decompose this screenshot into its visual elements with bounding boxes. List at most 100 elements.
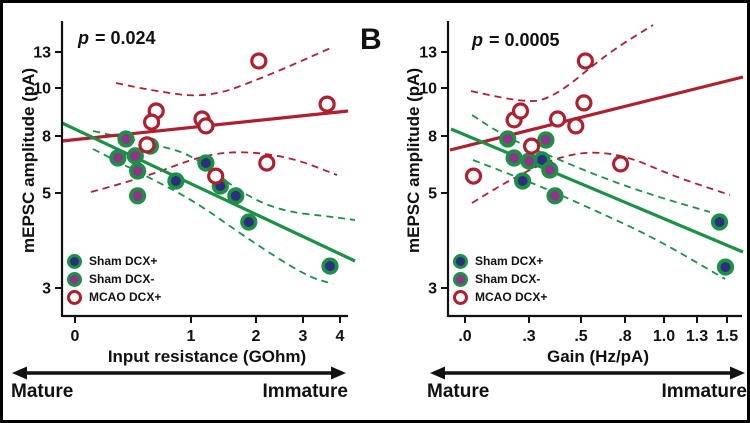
legend-item: Sham DCX+ <box>453 253 547 269</box>
legend-item: MCAO DCX+ <box>67 289 161 305</box>
x-tick-label: .3 <box>522 328 535 345</box>
data-point-sham-dcx- <box>520 152 538 170</box>
legend-item: Sham DCX+ <box>67 253 161 269</box>
data-point-mcao-dcx- <box>143 113 161 131</box>
data-point-sham-dcx- <box>240 213 258 231</box>
mature-label-b: Mature <box>427 381 490 402</box>
confidence-band-green <box>471 114 711 213</box>
data-point-sham-dcx- <box>126 147 144 165</box>
x-axis-title-a: Input resistance (GOhm) <box>107 347 307 366</box>
p-value-text: = 0.0005 <box>484 30 560 50</box>
y-tick-label: 10 <box>33 81 51 98</box>
legend-b: Sham DCX+ Sham DCX- MCAO DCX+ <box>453 253 547 305</box>
x-tick-label: 3 <box>299 328 308 345</box>
data-point-sham-dcx- <box>167 172 185 190</box>
x-tick-label: 1.5 <box>716 328 738 345</box>
immature-label-a: Immature <box>262 381 348 402</box>
y-tick-label: 10 <box>419 81 437 98</box>
chart-canvas: 0 1 2 3 4 3 5 8 10 13 .0 .3 .5 .8 1.0 1.3 1.5 3 5 8 10 13 <box>12 21 745 380</box>
legend-label: MCAO DCX+ <box>475 290 548 304</box>
arrow-head-left <box>430 366 445 380</box>
data-point-sham-dcx- <box>537 131 555 149</box>
y-axis-title-b: mEPSC amplitude (pA) <box>404 67 423 253</box>
x-tick-label: 1.0 <box>653 328 675 345</box>
data-point-sham-dcx- <box>227 187 245 205</box>
mcao-dcx-plus-marker-icon <box>67 289 82 305</box>
sham-dcx-minus-marker-icon <box>67 271 82 287</box>
confidence-band-green <box>92 148 334 285</box>
arrow-head-right <box>730 366 745 380</box>
sham-dcx-plus-marker-icon <box>67 253 82 269</box>
y-tick-label: 3 <box>42 281 51 298</box>
data-point-sham-dcx- <box>197 154 215 172</box>
regression-line-green <box>61 121 356 263</box>
data-point-sham-dcx- <box>546 187 564 205</box>
data-point-mcao-dcx- <box>138 136 156 154</box>
mcao-dcx-plus-marker-icon <box>453 289 468 305</box>
legend-item: MCAO DCX+ <box>453 289 547 305</box>
x-tick-label: 4 <box>336 328 345 345</box>
arrow-head-right <box>331 366 346 380</box>
data-point-sham-dcx- <box>505 149 523 167</box>
x-tick-label: 0 <box>71 328 80 345</box>
data-point-mcao-dcx- <box>548 110 567 128</box>
confidence-band-red <box>470 24 654 102</box>
x-tick-label: 2 <box>252 328 261 345</box>
p-symbol: p <box>472 30 483 50</box>
data-point-mcao-dcx- <box>464 167 483 185</box>
data-point-sham-dcx- <box>541 161 559 179</box>
data-point-mcao-dcx- <box>258 154 276 172</box>
data-point-sham-dcx- <box>109 149 127 167</box>
data-point-mcao-dcx- <box>197 117 215 135</box>
legend-label: Sham DCX+ <box>89 254 158 268</box>
legend-label: Sham DCX- <box>89 272 155 286</box>
data-point-sham-dcx- <box>513 172 532 190</box>
legend-item: Sham DCX- <box>67 271 161 287</box>
regression-line-green <box>450 127 744 254</box>
data-point-mcao-dcx- <box>250 52 268 70</box>
data-point-sham-dcx- <box>117 130 135 148</box>
x-tick-label: 1 <box>187 328 196 345</box>
x-axis-title-b: Gain (Hz/pA) <box>547 347 649 366</box>
sham-dcx-plus-marker-icon <box>453 253 468 269</box>
data-point-sham-dcx- <box>499 130 517 148</box>
regression-line-red <box>449 75 744 152</box>
x-tick-label: .5 <box>574 328 587 345</box>
sham-dcx-minus-marker-icon <box>453 271 468 287</box>
confidence-band-red <box>90 151 338 193</box>
data-point-mcao-dcx- <box>575 94 593 112</box>
data-point-sham-dcx- <box>716 258 735 276</box>
data-point-sham-dcx- <box>129 187 147 205</box>
legend-item: Sham DCX- <box>453 271 547 287</box>
immature-label-b: Immature <box>661 381 747 402</box>
p-value-label-b: p = 0.0005 <box>472 30 560 51</box>
legend-a: Sham DCX+ Sham DCX- MCAO DCX+ <box>67 253 161 305</box>
p-symbol: p <box>78 28 89 48</box>
y-tick-label: 13 <box>33 45 51 62</box>
data-point-sham-dcx- <box>710 213 729 231</box>
legend-label: MCAO DCX+ <box>89 290 162 304</box>
legend-label: Sham DCX+ <box>475 254 544 268</box>
p-value-label-a: p = 0.024 <box>78 28 156 49</box>
data-point-sham-dcx- <box>129 162 147 180</box>
y-tick-label: 8 <box>42 129 51 146</box>
confidence-band-red <box>115 46 334 97</box>
y-tick-label: 13 <box>419 45 437 62</box>
x-tick-label: .0 <box>458 328 471 345</box>
arrow-head-left <box>12 366 27 380</box>
data-point-mcao-dcx- <box>207 167 225 185</box>
legend-label: Sham DCX- <box>475 272 541 286</box>
data-point-mcao-dcx- <box>522 137 541 155</box>
data-point-mcao-dcx- <box>611 155 630 173</box>
y-tick-label: 8 <box>428 129 437 146</box>
mature-label-a: Mature <box>11 381 74 402</box>
confidence-band-red <box>471 151 731 204</box>
data-point-mcao-dcx- <box>576 52 595 70</box>
y-axis-title-a: mEPSC amplitude (pA) <box>19 67 38 253</box>
data-point-mcao-dcx- <box>511 102 530 120</box>
data-point-mcao-dcx- <box>318 95 336 113</box>
p-value-text: = 0.024 <box>90 28 156 48</box>
y-tick-label: 3 <box>428 281 437 298</box>
y-tick-label: 5 <box>42 186 51 203</box>
